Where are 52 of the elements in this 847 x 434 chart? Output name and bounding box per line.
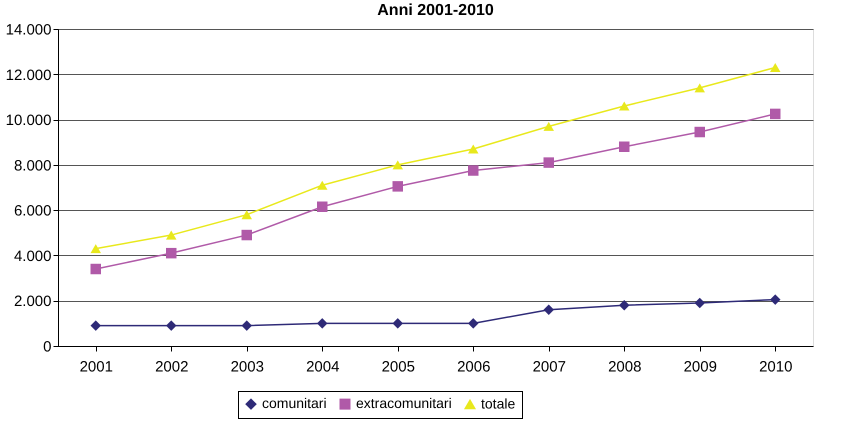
point [317,202,328,212]
point [544,157,554,168]
legend-label: extracomunitari [356,395,452,412]
point [90,244,101,254]
x-tick-label: 2009 [684,358,717,376]
y-tick-label: 2.000 [14,293,52,310]
point [544,304,554,316]
point [317,318,328,329]
point [770,108,780,120]
point [468,318,478,329]
point [694,298,705,308]
point [619,101,630,111]
point [544,122,554,131]
point [619,300,630,310]
point [242,210,252,220]
x-tick-label: 2003 [230,358,264,376]
point [166,230,176,240]
point [317,180,328,190]
point [90,320,101,331]
y-tick-label: 10.000 [6,112,52,130]
point [694,83,705,92]
x-tick-label: 2004 [306,358,340,376]
point [468,165,478,176]
point [242,320,252,331]
x-tick-label: 2002 [155,358,188,376]
legend-label: comunitari [262,395,327,412]
y-tick-label: 14.000 [6,22,52,38]
point [392,160,403,170]
point [770,62,780,72]
chart-title: Anni 2001-2010 [377,2,494,19]
x-tick-label: 2007 [532,358,566,376]
point [694,126,705,138]
point [619,142,630,152]
y-tick-label: 6.000 [14,202,52,220]
x-tick-label: 2010 [759,358,792,376]
point [90,264,101,274]
legend-label: totale [481,395,516,412]
point [166,248,176,258]
point [770,294,780,305]
point [392,181,403,192]
x-tick-label: 2005 [382,358,415,376]
point [166,320,176,331]
point [242,230,252,240]
point [392,318,403,329]
y-tick-label: 4.000 [14,248,52,265]
y-tick-label: 8.000 [14,157,52,174]
point [468,144,478,154]
x-tick-label: 2001 [80,358,113,376]
x-tick-label: 2008 [608,358,642,376]
y-tick-label: 12.000 [6,66,52,84]
x-tick-label: 2006 [457,358,490,376]
y-tick-label: 0 [43,338,52,356]
